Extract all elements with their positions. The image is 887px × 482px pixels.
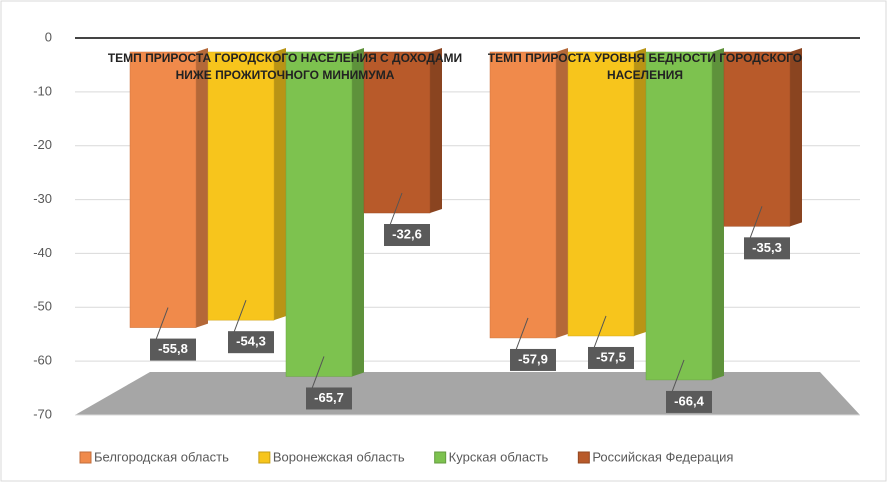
leader-line	[515, 317, 529, 351]
bar	[645, 51, 713, 381]
bar-side	[352, 48, 364, 377]
y-tick-label: 0	[45, 29, 52, 44]
bar-side	[634, 48, 646, 336]
legend-swatch	[577, 451, 590, 464]
leader-line	[593, 315, 607, 349]
leader-line	[749, 206, 763, 239]
label-box	[150, 338, 196, 361]
legend-swatch	[79, 451, 92, 464]
leader-line	[233, 299, 247, 333]
bar	[363, 51, 431, 214]
label-box	[666, 390, 712, 413]
label-box	[306, 387, 352, 410]
legend-label: Российская Федерация	[592, 449, 733, 464]
leader-line	[389, 192, 403, 226]
bar-side	[274, 48, 286, 321]
legend-swatch	[258, 451, 271, 464]
category-label: ТЕМП ПРИРОСТА ГОРОДСКОГО НАСЕЛЕНИЯ С ДОХ…	[107, 51, 463, 82]
bar	[285, 51, 353, 377]
leader-line	[155, 307, 169, 340]
data-label: -57,5	[596, 349, 626, 364]
label-box	[744, 237, 790, 260]
y-tick-label: -10	[33, 83, 52, 98]
bar-side	[790, 48, 802, 227]
bar	[129, 51, 197, 328]
bar-side	[712, 48, 724, 380]
y-tick-label: -40	[33, 245, 52, 260]
bar	[207, 51, 275, 321]
leader-line	[311, 356, 325, 389]
data-label: -65,7	[314, 390, 344, 405]
label-box	[510, 348, 556, 371]
data-label: -66,4	[674, 393, 704, 408]
category-label: ТЕМП ПРИРОСТА УРОВНЯ БЕДНОСТИ ГОРОДСКОГО…	[487, 51, 803, 82]
data-label: -35,3	[752, 240, 782, 255]
data-label: -54,3	[236, 334, 266, 349]
legend-label: Курская область	[449, 449, 549, 464]
data-label: -55,8	[158, 341, 188, 356]
y-tick-label: -50	[33, 299, 52, 314]
y-tick-label: -60	[33, 353, 52, 368]
data-label: -57,9	[518, 351, 548, 366]
bar	[723, 51, 791, 227]
label-box	[588, 346, 634, 369]
label-box	[384, 224, 430, 247]
bar-side	[556, 48, 568, 338]
bar-side	[430, 48, 442, 214]
data-label: -32,6	[392, 226, 422, 241]
bar-side	[196, 48, 208, 328]
leader-line	[671, 359, 685, 393]
legend-swatch	[434, 451, 447, 464]
floor	[75, 372, 860, 415]
legend-label: Воронежская область	[273, 449, 405, 464]
bar	[567, 51, 635, 337]
label-box	[228, 331, 274, 354]
y-tick-label: -30	[33, 191, 52, 206]
legend-label: Белгородская область	[94, 449, 229, 464]
y-tick-label: -20	[33, 137, 52, 152]
y-tick-label: -70	[33, 406, 52, 421]
bar	[489, 51, 557, 339]
